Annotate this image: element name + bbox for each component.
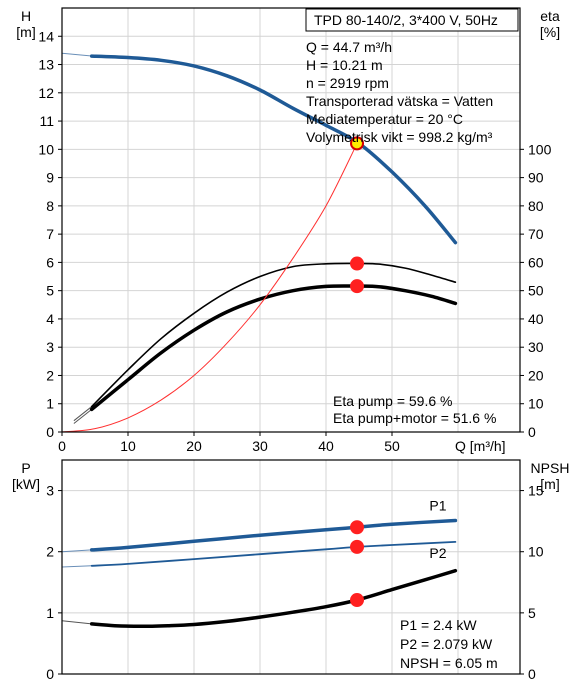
chart2-y-right-tick-label: 10 — [528, 544, 544, 560]
chart1-title: TPD 80-140/2, 3*400 V, 50Hz — [314, 12, 498, 28]
chart1-info-line: Mediatemperatur = 20 °C — [306, 111, 463, 127]
chart1-operating-point-marker — [350, 279, 365, 294]
chart1-title-box — [305, 8, 519, 32]
chart2-plot-frame — [61, 459, 521, 675]
chart1-efficiency-note: Eta pump = 59.6 % — [333, 393, 452, 409]
chart2-series-p1-extension — [61, 549, 92, 553]
chart1-y-left-label: H — [21, 8, 31, 24]
chart2-y-left-tick-label: 1 — [46, 605, 54, 621]
chart2-y-right-tick-label: 0 — [528, 666, 536, 682]
chart1-y-left-tick-label: 3 — [46, 339, 54, 355]
chart1-y-left-tick-label: 4 — [46, 311, 54, 327]
chart1-operating-point-marker — [350, 136, 365, 151]
chart2-note: P1 = 2.4 kW — [400, 617, 477, 633]
chart1-y-left-tick-label: 8 — [46, 198, 54, 214]
chart1-y-left-tick-label: 1 — [46, 396, 54, 412]
chart2-y-left-tick-label: 2 — [46, 544, 54, 560]
chart1-y-left-tick-label: 13 — [38, 57, 54, 73]
chart1-y-left-tick-label: 2 — [46, 367, 54, 383]
chart1-y-right-tick-label: 10 — [528, 396, 544, 412]
chart1-series-2-line — [89, 284, 458, 412]
chart1-series-3-line — [61, 143, 358, 433]
chart1-x-tick-label: 20 — [186, 438, 202, 454]
chart1-y-left-tick-label: 9 — [46, 170, 54, 186]
frame-layer — [58, 7, 524, 675]
chart1-y-right-tick-label: 80 — [528, 198, 544, 214]
chart2-y-right-label: NPSH — [531, 460, 570, 476]
chart1-y-left-unit: [m] — [16, 24, 35, 40]
chart2-series-p1-label: P1 — [429, 498, 446, 514]
chart2-y-right-unit: [m] — [540, 476, 559, 492]
chart1-series-0-extension — [61, 52, 92, 57]
chart1-series-1-extension — [73, 406, 93, 422]
grid-layer — [62, 8, 520, 674]
chart1-y-left-tick-label: 0 — [46, 424, 54, 440]
chart1-series-0-line — [89, 54, 458, 245]
chart1-series-2-extension — [73, 408, 93, 424]
chart2-y-right-tick-label: 15 — [528, 483, 544, 499]
chart1-info-line: Transporterad vätska = Vatten — [306, 93, 493, 109]
chart2-y-right-tick-label: 5 — [528, 605, 536, 621]
chart1-x-tick-label: 0 — [58, 438, 66, 454]
chart1-y-right-tick-label: 60 — [528, 254, 544, 270]
chart1-info-line: n = 2919 rpm — [306, 75, 389, 91]
chart1-info-line: H = 10.21 m — [306, 57, 383, 73]
chart1-info-line: Q = 44.7 m³/h — [306, 39, 392, 55]
chart1-y-right-tick-label: 70 — [528, 226, 544, 242]
chart2-series-p1-line — [89, 518, 458, 552]
chart2-operating-point-marker — [350, 539, 365, 554]
chart1-y-left-tick-label: 5 — [46, 283, 54, 299]
chart2-series-p2-line — [90, 541, 457, 567]
chart1-y-right-unit: [%] — [540, 24, 560, 40]
chart1-y-right-tick-label: 30 — [528, 339, 544, 355]
chart1-y-right-label: eta — [540, 8, 560, 24]
chart1-efficiency-note: Eta pump+motor = 51.6 % — [333, 410, 496, 426]
chart1-y-right-tick-label: 40 — [528, 311, 544, 327]
chart2-operating-point-marker — [350, 593, 365, 608]
chart1-y-left-tick-label: 11 — [39, 113, 54, 129]
chart1-operating-point-marker — [350, 256, 365, 271]
chart1-y-right-tick-label: 90 — [528, 170, 544, 186]
chart1-x-tick-label: 10 — [120, 438, 136, 454]
chart2-series-npsh-extension — [61, 620, 92, 625]
chart2-y-left-label: P — [21, 460, 30, 476]
chart1-y-left-tick-label: 7 — [46, 226, 54, 242]
chart1-y-left-tick-label: 14 — [38, 28, 54, 44]
chart1-y-right-tick-label: 100 — [528, 141, 552, 157]
chart1-x-tick-label: 50 — [384, 438, 400, 454]
chart1-x-tick-label: 30 — [252, 438, 268, 454]
chart2-note: P2 = 2.079 kW — [400, 636, 493, 652]
chart1-y-left-tick-label: 10 — [38, 141, 54, 157]
chart2-y-left-tick-label: 3 — [46, 483, 54, 499]
chart1-y-right-tick-label: 50 — [528, 283, 544, 299]
chart1-y-left-tick-label: 6 — [46, 254, 54, 270]
chart1-y-right-tick-label: 20 — [528, 367, 544, 383]
chart1-series-1-line — [90, 262, 457, 408]
chart1-y-left-tick-label: 12 — [38, 85, 54, 101]
chart2-series-npsh-line — [89, 568, 458, 629]
chart1-info-line: Volymetrisk vikt = 998.2 kg/m³ — [306, 129, 493, 145]
chart1-plot-frame — [61, 7, 521, 433]
chart2-operating-point-marker — [350, 520, 365, 535]
chart2-note: NPSH = 6.05 m — [400, 655, 498, 671]
chart1-x-axis-label: Q [m³/h] — [455, 438, 506, 454]
chart2-y-left-unit: [kW] — [12, 476, 40, 492]
chart2-y-left-tick-label: 0 — [46, 666, 54, 682]
chart2-series-p2-label: P2 — [429, 545, 446, 561]
chart1-y-right-tick-label: 0 — [528, 424, 536, 440]
chart2-series-p2-extension — [61, 565, 92, 568]
text-layer: 0123456789101112131401020304050607080901… — [12, 8, 569, 682]
curve-layer — [61, 52, 458, 629]
chart1-x-tick-label: 40 — [318, 438, 334, 454]
